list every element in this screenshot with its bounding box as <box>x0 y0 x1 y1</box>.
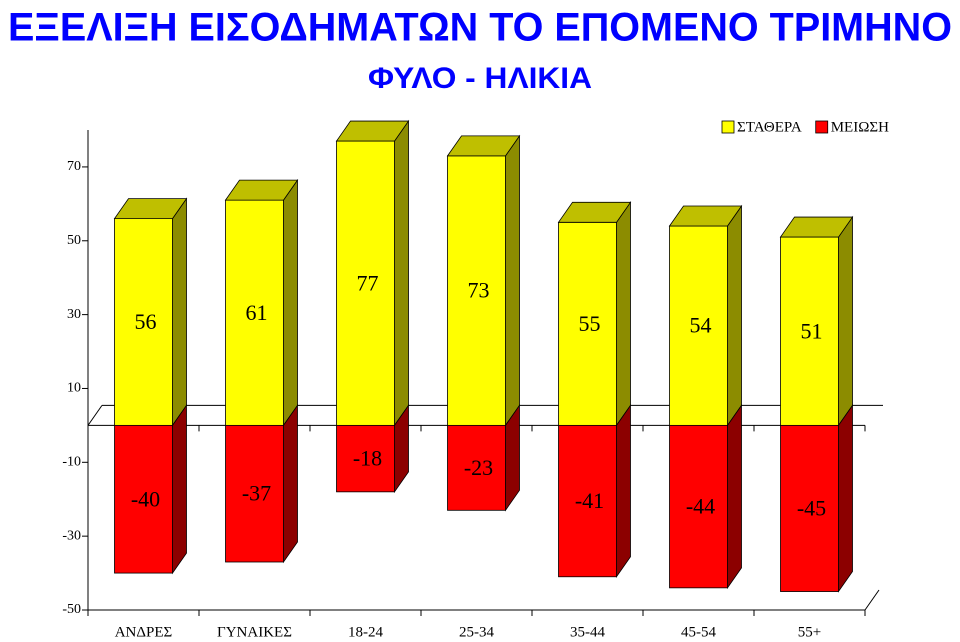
chart-title: ΕΞΕΛΙΞΗ ΕΙΣΟΔΗΜΑΤΩΝ ΤΟ ΕΠΟΜΕΝΟ ΤΡΙΜΗΝΟ <box>8 6 952 50</box>
bar-side <box>727 204 742 427</box>
bar-top <box>335 120 410 142</box>
bar-side <box>838 215 853 427</box>
bar-top <box>668 205 743 227</box>
y-tick-label: 50 <box>67 233 81 248</box>
bar <box>780 236 839 426</box>
chart-subtitle: ΦΥΛΟ - ΗΛΙΚΙΑ <box>368 62 592 95</box>
value-label: 55 <box>579 311 601 336</box>
value-label: 61 <box>246 300 268 325</box>
bar-top <box>446 135 521 157</box>
bar <box>336 140 395 426</box>
y-tick-label: -50 <box>62 602 81 617</box>
x-tick-label: ΑΝΔΡΕΣ <box>115 624 173 640</box>
bar-side <box>838 404 853 593</box>
x-tick-label: 35-44 <box>570 624 605 640</box>
value-label: 73 <box>468 278 490 303</box>
bar-side <box>283 404 298 564</box>
legend-swatch <box>721 120 735 134</box>
bar <box>669 225 728 426</box>
x-tick-label: 55+ <box>798 624 821 640</box>
value-label: 77 <box>357 270 379 295</box>
bar <box>225 424 284 563</box>
y-tick-label: 30 <box>67 307 81 322</box>
bar <box>558 424 617 578</box>
bar-side <box>172 404 187 575</box>
bar <box>336 424 395 493</box>
bar <box>447 424 506 511</box>
bar-side <box>616 201 631 427</box>
x-tick-label: ΓΥΝΑΙΚΕΣ <box>217 624 292 640</box>
value-label: -41 <box>575 488 604 513</box>
x-tick-label: 18-24 <box>348 624 383 640</box>
bar-top <box>557 201 632 223</box>
zero-plane-edge <box>87 405 103 426</box>
legend-label: ΣΤΑΘΕΡΑ <box>737 119 802 135</box>
value-label: -44 <box>686 494 715 519</box>
y-tick-label: -30 <box>62 528 81 543</box>
floor-edge <box>864 589 880 611</box>
bar-side <box>727 404 742 590</box>
value-label: -37 <box>242 481 271 506</box>
y-tick-label: 10 <box>67 381 81 396</box>
value-label: -40 <box>131 486 160 511</box>
x-tick-label: 45-54 <box>681 624 716 640</box>
bar-top <box>779 216 854 238</box>
value-label: 56 <box>135 309 157 334</box>
bar-side <box>283 178 298 427</box>
legend-swatch <box>815 120 829 134</box>
value-label: 51 <box>801 318 823 343</box>
bar-side <box>505 134 520 427</box>
legend-label: ΜΕΙΩΣΗ <box>831 119 889 135</box>
y-tick-label: -10 <box>62 455 81 470</box>
bar-side <box>616 404 631 579</box>
bar-top <box>113 198 188 220</box>
value-label: -18 <box>353 446 382 471</box>
bar <box>558 221 617 426</box>
bar-side <box>394 119 409 427</box>
value-label: -23 <box>464 455 493 480</box>
bar-side <box>172 197 187 427</box>
bar <box>447 155 506 426</box>
bar <box>780 424 839 592</box>
bar <box>114 218 173 426</box>
bar <box>225 199 284 426</box>
bar <box>114 424 173 574</box>
value-label: 54 <box>690 313 712 338</box>
x-tick-label: 25-34 <box>459 624 494 640</box>
bar <box>669 424 728 589</box>
value-label: -45 <box>797 496 826 521</box>
y-tick-label: 70 <box>67 159 81 174</box>
bar-top <box>224 179 299 201</box>
